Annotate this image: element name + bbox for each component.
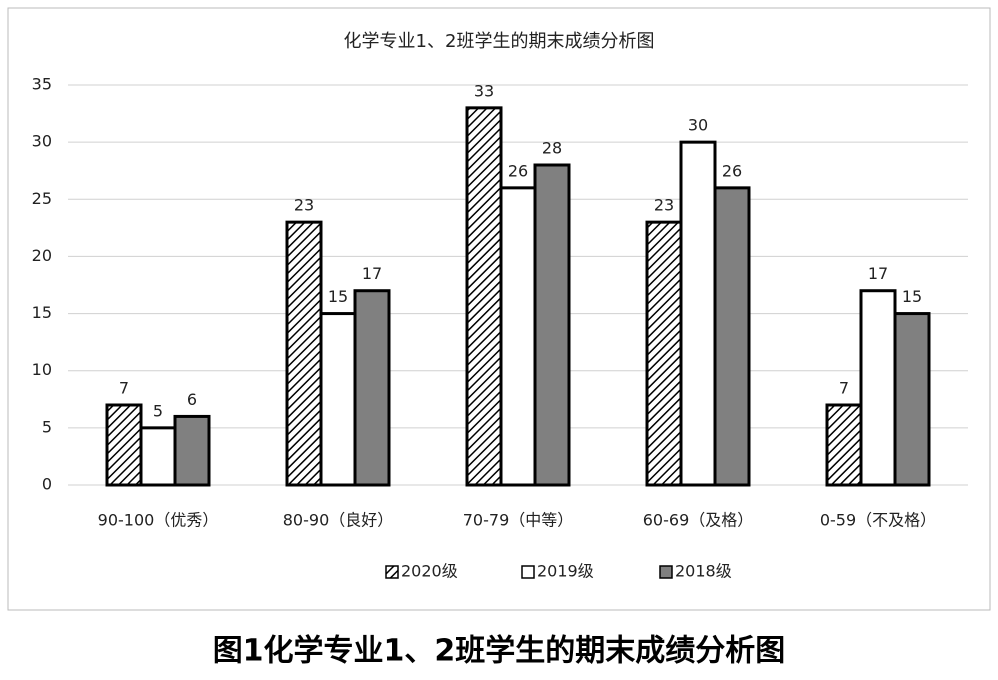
value-label: 30 — [688, 116, 708, 135]
bar — [533, 163, 571, 487]
y-tick-label: 0 — [42, 475, 52, 494]
x-tick-label: 90-100（优秀） — [98, 511, 219, 530]
bar — [465, 106, 503, 487]
bar — [859, 289, 897, 487]
value-label: 7 — [839, 379, 849, 398]
value-label: 17 — [362, 264, 382, 283]
bar — [139, 426, 177, 487]
legend-swatch — [385, 565, 399, 579]
bar — [713, 186, 751, 487]
value-label: 28 — [542, 139, 562, 158]
y-tick-label: 10 — [32, 360, 52, 379]
value-label: 33 — [474, 81, 494, 100]
y-tick-label: 5 — [42, 417, 52, 436]
bar — [893, 312, 931, 487]
y-tick-label: 15 — [32, 303, 52, 322]
y-tick-label: 35 — [32, 75, 52, 94]
bar — [285, 220, 323, 487]
x-tick-label: 60-69（及格） — [643, 511, 754, 530]
value-label: 17 — [868, 264, 888, 283]
x-tick-label: 0-59（不及格） — [820, 511, 936, 530]
bar — [645, 220, 683, 487]
bar — [319, 312, 357, 487]
y-tick-label: 20 — [32, 246, 52, 265]
caption: 图1化学专业1、2班学生的期末成绩分析图 — [213, 634, 786, 669]
bar — [353, 289, 391, 487]
bar — [679, 140, 717, 487]
value-label: 7 — [119, 379, 129, 398]
x-tick-label: 80-90（良好） — [283, 511, 394, 530]
bar — [173, 414, 211, 487]
y-tick-label: 30 — [32, 132, 52, 151]
value-label: 23 — [294, 196, 314, 215]
value-label: 23 — [654, 196, 674, 215]
bar — [499, 186, 537, 487]
value-label: 26 — [508, 161, 528, 180]
value-label: 26 — [722, 161, 742, 180]
bar — [105, 403, 143, 487]
bar — [825, 403, 863, 487]
value-label: 6 — [187, 390, 197, 409]
legend-label: 2019级 — [537, 562, 594, 581]
value-label: 5 — [153, 401, 163, 420]
legend-label: 2018级 — [675, 562, 732, 581]
legend-label: 2020级 — [401, 562, 458, 581]
value-label: 15 — [902, 287, 922, 306]
y-tick-label: 25 — [32, 189, 52, 208]
x-tick-label: 70-79（中等） — [463, 511, 574, 530]
legend-swatch — [659, 565, 673, 579]
chart-title: 化学专业1、2班学生的期末成绩分析图 — [344, 31, 655, 52]
legend-swatch — [521, 565, 535, 579]
value-label: 15 — [328, 287, 348, 306]
